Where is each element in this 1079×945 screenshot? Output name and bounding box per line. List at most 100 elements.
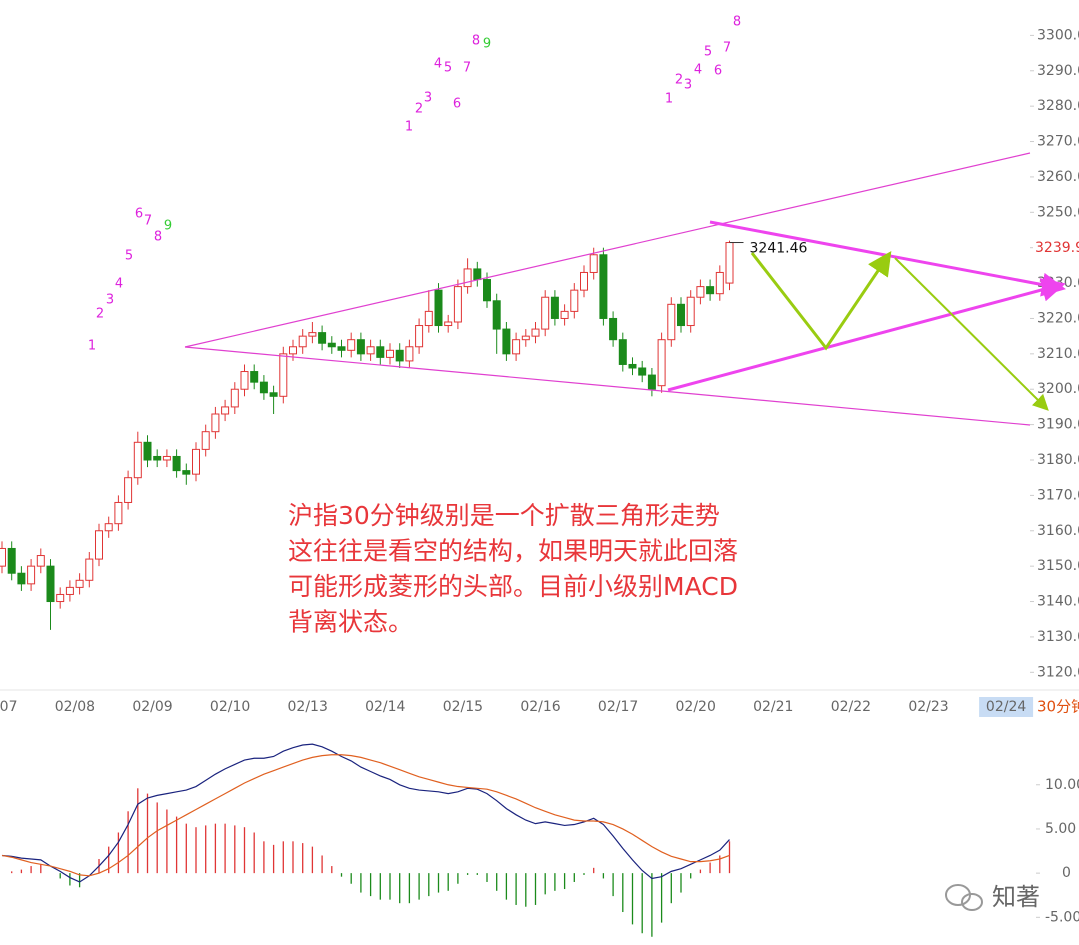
- candle-body: [366, 346, 375, 355]
- watermark: 知著: [945, 883, 1040, 911]
- candle-body: [298, 335, 307, 348]
- candle-body: [434, 289, 443, 327]
- candle-body: [531, 328, 540, 337]
- candle-body: [483, 279, 491, 302]
- y-tick-label: 3130.00: [1037, 629, 1079, 645]
- y-tick-label: 3120.00: [1037, 664, 1079, 680]
- x-tick-label: 02/07: [0, 699, 17, 715]
- annotation-line: 这往往是看空的结构，如果明天就此回落: [288, 537, 738, 566]
- candle-body: [36, 555, 45, 567]
- candle-body: [521, 335, 530, 341]
- trend-line: [184, 346, 1031, 426]
- candle-body: [240, 371, 249, 390]
- candle-body: [124, 477, 133, 503]
- watermark-text: 知著: [992, 883, 1040, 911]
- y-tick-label: 3160.00: [1037, 523, 1079, 539]
- candle-body: [512, 339, 521, 355]
- candle-body: [667, 303, 676, 341]
- x-label-highlight: [979, 697, 1034, 717]
- candle-body: [706, 286, 715, 295]
- candle-body: [677, 303, 685, 327]
- x-tick-label: 02/15: [443, 699, 483, 715]
- candle-body: [395, 349, 404, 362]
- candle-body: [473, 268, 482, 281]
- candle-body: [463, 268, 472, 288]
- candle-body: [46, 565, 55, 603]
- td-count: 8: [472, 34, 480, 49]
- candle-body: [657, 339, 666, 387]
- candle-body: [570, 289, 579, 312]
- macd-line: [1, 754, 730, 877]
- candle-body: [492, 300, 501, 330]
- y-tick-label: 3190.00: [1037, 417, 1079, 433]
- annotation-line: 背离状态。: [288, 608, 413, 637]
- candle-body: [230, 388, 239, 408]
- y-tick-label: 3210.00: [1037, 346, 1079, 362]
- td-count: 2: [675, 73, 683, 88]
- annotation-line: 沪指30分钟级别是一个扩散三角形走势: [288, 501, 720, 530]
- td-count: 3: [106, 293, 114, 308]
- candle-body: [318, 332, 327, 344]
- y-tick-label: 5.00: [1045, 821, 1076, 837]
- td-count: 6: [714, 64, 722, 79]
- td-count: 7: [723, 41, 731, 56]
- candle-body: [415, 325, 424, 348]
- trend-line: [184, 152, 1031, 348]
- candle-body: [725, 242, 734, 284]
- td-count: 5: [704, 45, 712, 60]
- candle-body: [376, 346, 385, 358]
- td-count: 1: [88, 339, 96, 354]
- candle-body: [347, 339, 356, 351]
- y-tick-label: 3250.00: [1037, 204, 1079, 220]
- x-tick-label: 02/16: [520, 699, 560, 715]
- x-tick-label: 02/21: [753, 699, 793, 715]
- y-tick-label: 3140.00: [1037, 594, 1079, 610]
- y-tick-label: 3150.00: [1037, 558, 1079, 574]
- candle-body: [211, 413, 220, 433]
- candle-body: [560, 310, 569, 319]
- candle-body: [405, 346, 414, 362]
- candle-body: [696, 286, 705, 298]
- td-count: 7: [463, 61, 471, 76]
- candle-body: [453, 286, 462, 323]
- candle-body: [444, 321, 453, 327]
- candle-body: [618, 339, 627, 365]
- td-count: 3: [424, 91, 432, 106]
- y-tick-label: 3220.00: [1037, 310, 1079, 326]
- x-tick-label: 02/20: [676, 699, 716, 715]
- candle-body: [65, 586, 74, 595]
- candle-body: [589, 254, 598, 273]
- candle-body: [279, 353, 288, 397]
- y-tick-label: 3270.00: [1037, 134, 1079, 150]
- candle-body: [162, 455, 171, 461]
- y-tick-label: 3200.00: [1037, 381, 1079, 397]
- candle-body: [27, 565, 36, 585]
- td-count: 8: [154, 230, 162, 245]
- candle-body: [114, 501, 123, 525]
- td-count: 1: [665, 92, 673, 107]
- candle-body: [638, 367, 647, 376]
- candle-body: [502, 328, 511, 355]
- annotation-line: 可能形成菱形的头部。目前小级别MACD: [288, 572, 738, 601]
- candle-body: [104, 523, 113, 532]
- td-count: 9: [483, 37, 491, 52]
- td-count: 6: [453, 97, 461, 112]
- td-count: 5: [125, 249, 133, 264]
- candle-body: [133, 441, 142, 479]
- x-tick-label: 02/23: [908, 699, 948, 715]
- current-price-label: 3239.91: [1035, 240, 1079, 256]
- td-count: 2: [415, 102, 423, 117]
- candle-body: [686, 296, 695, 327]
- candle-body: [550, 296, 559, 319]
- candle-body: [269, 392, 278, 397]
- y-tick-label: -5.00: [1045, 909, 1079, 925]
- td-count: 6: [135, 207, 143, 222]
- candle-body: [250, 371, 259, 383]
- candle-body: [153, 455, 162, 461]
- x-tick-label: 02/08: [55, 699, 95, 715]
- candle-body: [337, 346, 346, 351]
- td-count: 2: [96, 307, 104, 322]
- candle-body: [327, 342, 336, 348]
- candle-body: [143, 441, 152, 461]
